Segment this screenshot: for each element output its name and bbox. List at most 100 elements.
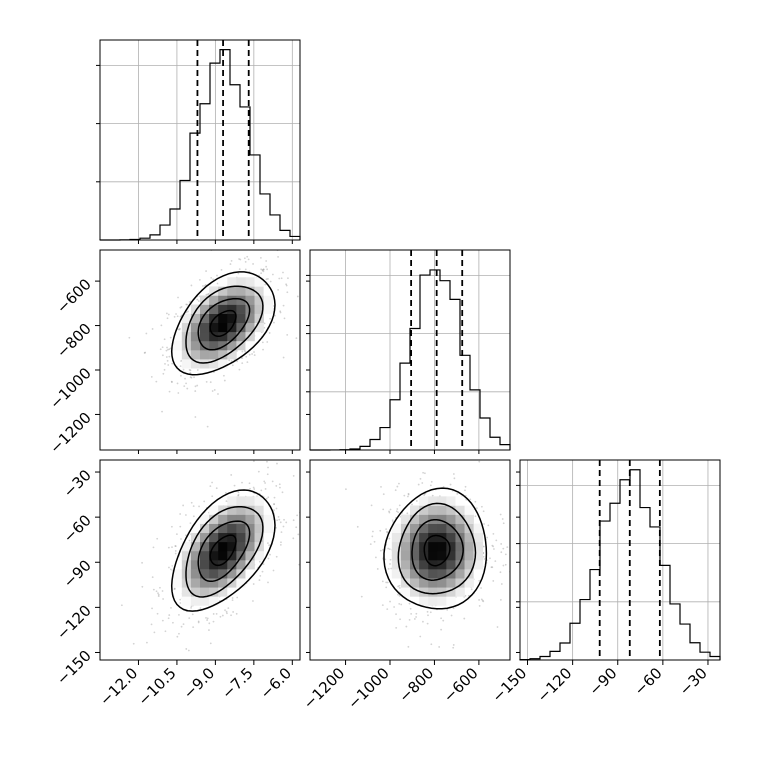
sample-point xyxy=(266,473,269,476)
sample-point xyxy=(141,561,143,564)
sample-point xyxy=(167,364,170,366)
density-cell xyxy=(391,550,402,561)
density-cell xyxy=(455,569,465,579)
sample-point xyxy=(226,612,228,615)
density-cell xyxy=(446,587,456,597)
sample-point xyxy=(206,617,209,620)
sample-point xyxy=(190,606,192,609)
sample-point xyxy=(360,595,363,598)
density-cell xyxy=(464,514,474,524)
density-cell xyxy=(190,596,201,606)
sample-point xyxy=(429,484,432,487)
sample-point xyxy=(379,549,382,552)
sample-point xyxy=(175,533,178,536)
density-cell xyxy=(172,340,183,351)
density-cell xyxy=(227,550,237,561)
sample-point xyxy=(163,368,166,371)
sample-point xyxy=(192,515,195,518)
sample-point xyxy=(279,486,281,489)
density-cell xyxy=(464,505,474,515)
sample-point xyxy=(273,321,275,324)
x-tick-label: −9.0 xyxy=(180,664,218,702)
sample-point xyxy=(261,570,264,573)
sample-point xyxy=(209,642,212,645)
sample-point xyxy=(456,493,459,495)
sample-point xyxy=(278,483,281,486)
sample-point xyxy=(430,480,433,483)
contour-level-1 xyxy=(423,534,451,567)
density-cell xyxy=(227,523,237,534)
y-tick-label: −1000 xyxy=(46,364,95,413)
density-cell xyxy=(236,277,246,287)
sample-point xyxy=(263,322,266,325)
sample-point xyxy=(281,491,284,494)
sample-point xyxy=(262,268,265,271)
sample-point xyxy=(230,360,233,362)
sample-point xyxy=(492,545,495,548)
sample-point xyxy=(421,482,424,484)
sample-point xyxy=(495,539,498,542)
sample-point xyxy=(398,594,401,597)
density-cell xyxy=(200,350,210,360)
sample-point xyxy=(386,608,389,611)
density-cell xyxy=(236,295,246,305)
sample-point xyxy=(167,348,169,351)
sample-point xyxy=(239,258,242,261)
sample-point xyxy=(248,353,251,356)
sample-point xyxy=(132,642,135,645)
density-cell xyxy=(400,560,411,570)
density-cell xyxy=(181,541,192,552)
sample-point xyxy=(189,369,192,372)
sample-point xyxy=(267,466,269,469)
sample-point xyxy=(190,376,193,379)
x-tick-label: −7.5 xyxy=(218,664,256,702)
sample-point xyxy=(269,553,271,556)
sample-point xyxy=(385,528,388,531)
density-cell xyxy=(254,505,264,515)
sample-point xyxy=(463,617,466,620)
density-cell xyxy=(245,277,255,287)
density-cell xyxy=(419,532,429,543)
sample-point xyxy=(215,612,218,615)
contour-level-3 xyxy=(185,505,264,598)
sample-point xyxy=(259,256,262,259)
sample-point xyxy=(237,494,240,497)
density-cell xyxy=(391,532,402,543)
density-cell xyxy=(236,322,246,333)
sample-point xyxy=(386,531,389,534)
sample-point xyxy=(260,272,263,275)
sample-point xyxy=(257,470,260,473)
sample-point xyxy=(268,332,271,334)
sample-point xyxy=(493,548,495,550)
density-cell xyxy=(181,359,192,369)
sample-point xyxy=(231,599,234,601)
sample-point xyxy=(187,649,190,652)
sample-point xyxy=(179,306,182,309)
y-tick-label: −90 xyxy=(60,556,95,591)
density-cell xyxy=(400,550,411,561)
sample-point xyxy=(356,525,359,528)
density-cell xyxy=(227,340,237,351)
density-cell xyxy=(400,541,411,552)
sample-point xyxy=(274,314,276,317)
sample-point xyxy=(410,612,413,615)
sample-point xyxy=(478,579,481,582)
x-tick-label: −120 xyxy=(534,664,576,706)
sample-point xyxy=(262,270,265,273)
histogram-panel-3 xyxy=(516,459,721,661)
density-cell xyxy=(446,550,456,561)
sample-point xyxy=(180,538,182,540)
contour-level-1 xyxy=(209,309,237,338)
sample-point xyxy=(225,610,228,613)
sample-point xyxy=(253,354,256,357)
sample-point xyxy=(285,283,288,286)
sample-point xyxy=(388,510,390,513)
sample-point xyxy=(171,362,174,365)
density-cell xyxy=(410,587,420,597)
density-cell xyxy=(227,514,237,524)
density-cell xyxy=(437,550,447,561)
sample-point xyxy=(260,268,263,271)
sample-point xyxy=(150,623,153,626)
density-cell xyxy=(446,532,456,543)
density-cell xyxy=(428,587,438,597)
